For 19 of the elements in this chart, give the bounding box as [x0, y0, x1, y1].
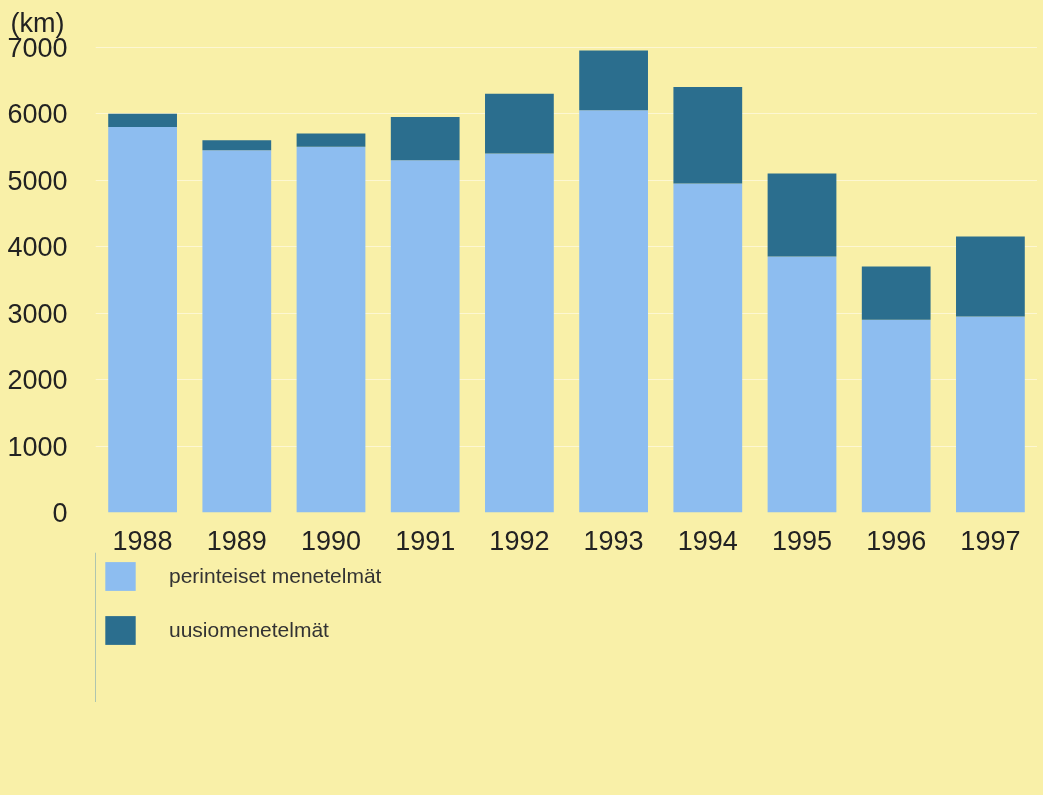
y-tick-label: 4000 — [7, 232, 68, 263]
y-tick-label: 1000 — [7, 431, 68, 462]
y-tick-label: 2000 — [7, 365, 68, 396]
y-tick-label: 5000 — [7, 165, 68, 196]
x-tick-label: 1991 — [395, 525, 456, 556]
y-tick-label: 3000 — [7, 298, 68, 329]
x-tick-label: 1992 — [489, 525, 550, 556]
y-tick-label: 6000 — [7, 99, 68, 130]
legend-label: uusiomenetelmät — [169, 618, 329, 642]
x-tick-label: 1997 — [960, 525, 1021, 556]
x-tick-label: 1988 — [112, 525, 173, 556]
x-tick-label: 1989 — [206, 525, 267, 556]
x-tick-label: 1995 — [771, 525, 833, 556]
x-tick-label: 1994 — [677, 525, 738, 556]
x-tick-label: 1993 — [583, 525, 644, 556]
x-tick-label: 1996 — [866, 525, 927, 556]
x-tick-label: 1990 — [300, 525, 362, 556]
legend-label: perinteiset menetelmät — [169, 564, 382, 588]
y-tick-label: 0 — [52, 498, 68, 528]
